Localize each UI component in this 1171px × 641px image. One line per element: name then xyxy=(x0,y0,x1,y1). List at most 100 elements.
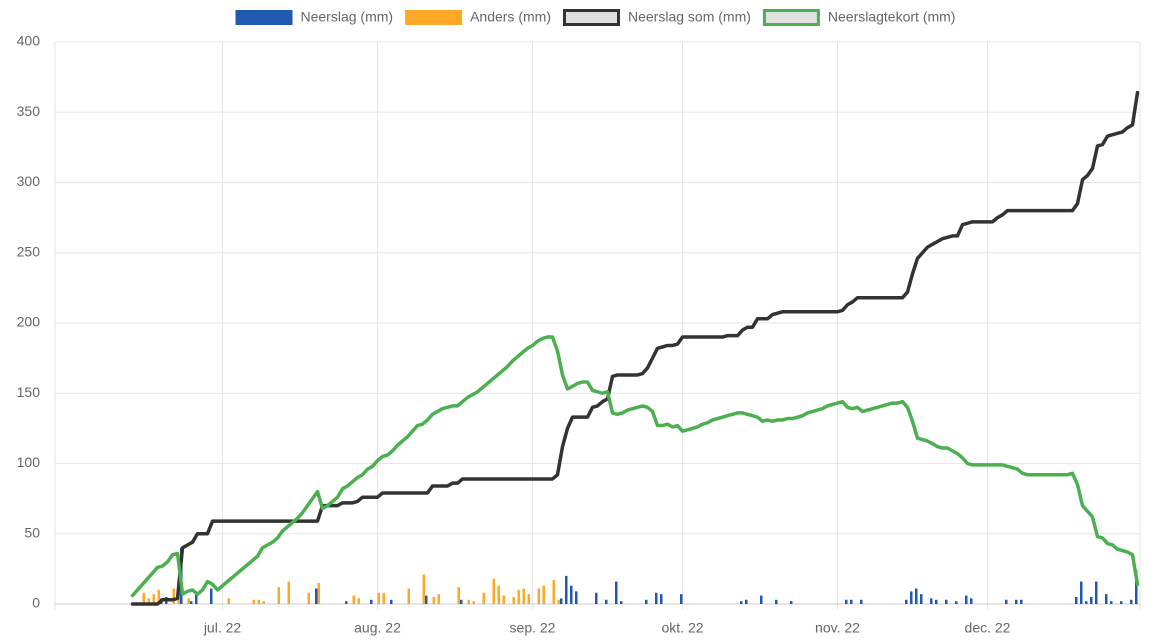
bar xyxy=(317,582,320,604)
bar xyxy=(620,601,623,604)
bar xyxy=(287,581,290,604)
y-tick-label: 250 xyxy=(17,243,41,259)
bar xyxy=(252,599,255,604)
bar xyxy=(382,592,385,604)
bar xyxy=(457,587,460,604)
bar xyxy=(497,585,500,604)
bar xyxy=(537,588,540,604)
bar xyxy=(502,595,505,604)
y-tick-label: 100 xyxy=(17,454,41,470)
bar xyxy=(1130,599,1133,604)
bar xyxy=(605,599,608,604)
bar xyxy=(512,596,515,604)
x-tick-label: sep. 22 xyxy=(510,620,556,636)
bar xyxy=(190,601,193,604)
bar xyxy=(965,595,968,604)
bar xyxy=(482,592,485,604)
legend: Neerslag (mm) Anders (mm) Neerslag som (mm… xyxy=(235,9,955,26)
legend-label: Anders (mm) xyxy=(470,9,551,25)
x-tick-label: dec. 22 xyxy=(965,620,1011,636)
bar xyxy=(595,592,598,604)
bar xyxy=(1075,596,1078,604)
bar xyxy=(845,599,848,604)
y-tick-label: 350 xyxy=(17,103,41,119)
bar xyxy=(147,598,150,604)
bar xyxy=(1085,601,1088,604)
y-tick-label: 0 xyxy=(32,595,40,611)
bar xyxy=(920,594,923,604)
bar xyxy=(460,599,463,604)
bar xyxy=(1080,581,1083,604)
bar xyxy=(345,601,348,604)
legend-label: Neerslag som (mm) xyxy=(628,9,751,25)
bar xyxy=(187,598,190,604)
bar xyxy=(860,599,863,604)
bar xyxy=(1120,601,1123,604)
legend-swatch xyxy=(562,9,620,26)
bar xyxy=(432,596,435,604)
bar xyxy=(655,592,658,604)
bar xyxy=(357,598,360,604)
bar xyxy=(522,588,525,604)
bar xyxy=(1090,596,1093,604)
bar xyxy=(740,601,743,604)
bar xyxy=(142,592,145,604)
x-tick-label: nov. 22 xyxy=(815,620,860,636)
bar xyxy=(575,591,578,604)
bar xyxy=(1015,599,1018,604)
legend-swatch xyxy=(235,10,293,25)
bar xyxy=(935,599,938,604)
bar xyxy=(425,595,428,604)
line xyxy=(130,90,1140,606)
bar xyxy=(492,578,495,604)
bar xyxy=(790,601,793,604)
bar xyxy=(437,594,440,604)
bar xyxy=(945,599,948,604)
bar xyxy=(467,599,470,604)
bar xyxy=(905,599,908,604)
bar xyxy=(560,598,563,604)
bar xyxy=(645,599,648,604)
bar xyxy=(1135,570,1138,604)
bar xyxy=(955,601,958,604)
bar xyxy=(472,601,475,604)
bar xyxy=(570,585,573,604)
bar xyxy=(850,599,853,604)
bar xyxy=(377,592,380,604)
line xyxy=(130,335,1140,598)
bar xyxy=(195,594,198,604)
bar xyxy=(527,594,530,604)
bar xyxy=(557,599,560,604)
bar xyxy=(152,594,155,604)
bar xyxy=(930,598,933,604)
x-tick-label: jul. 22 xyxy=(203,620,242,636)
x-tick-label: okt. 22 xyxy=(661,620,703,636)
legend-swatch xyxy=(762,9,820,26)
bar xyxy=(552,580,555,604)
bar xyxy=(172,588,175,604)
y-tick-label: 50 xyxy=(24,524,40,540)
bar xyxy=(352,595,355,604)
bar xyxy=(422,574,425,604)
bar xyxy=(775,599,778,604)
y-tick-label: 300 xyxy=(17,173,41,189)
legend-label: Neerslag (mm) xyxy=(301,9,394,25)
bar xyxy=(1020,599,1023,604)
bar xyxy=(157,589,160,604)
y-tick-label: 150 xyxy=(17,384,41,400)
bar xyxy=(660,594,663,604)
bar xyxy=(407,588,410,604)
legend-swatch xyxy=(405,10,463,25)
bar xyxy=(262,601,265,604)
y-tick-label: 400 xyxy=(17,33,41,49)
x-tick-label: aug. 22 xyxy=(354,620,401,636)
bar xyxy=(760,595,763,604)
bar xyxy=(370,599,373,604)
bar xyxy=(1105,594,1108,604)
bar xyxy=(315,588,318,604)
bar xyxy=(615,581,618,604)
bar xyxy=(680,594,683,604)
bar xyxy=(915,588,918,604)
bar xyxy=(227,598,230,604)
